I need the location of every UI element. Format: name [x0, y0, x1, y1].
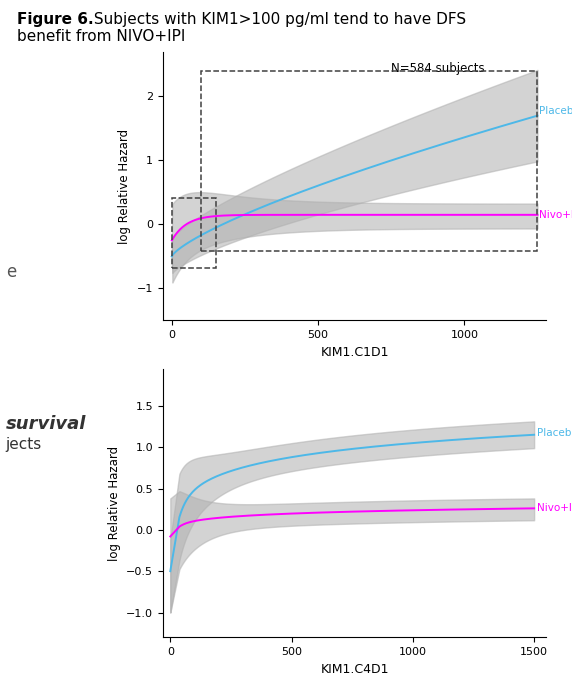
Y-axis label: log Relative Hazard: log Relative Hazard: [118, 128, 132, 244]
Text: Figure 6.: Figure 6.: [17, 12, 94, 28]
Text: Placebo: Placebo: [537, 428, 572, 438]
Text: survival: survival: [6, 415, 86, 433]
Bar: [201, 71, 538, 251]
Text: Nivo+Ip: Nivo+Ip: [539, 210, 572, 220]
X-axis label: KIM1.C4D1: KIM1.C4D1: [320, 663, 389, 676]
Text: e: e: [6, 263, 16, 281]
X-axis label: KIM1.C1D1: KIM1.C1D1: [320, 346, 389, 359]
Text: jects: jects: [6, 437, 42, 452]
Y-axis label: log Relative Hazard: log Relative Hazard: [108, 445, 121, 561]
Bar: [172, 198, 216, 268]
Text: Subjects with KIM1>100 pg/ml tend to have DFS: Subjects with KIM1>100 pg/ml tend to hav…: [89, 12, 466, 28]
Text: Nivo+Ip: Nivo+Ip: [537, 502, 572, 513]
Text: N=584 subjects: N=584 subjects: [391, 63, 484, 75]
Text: Placebo: Placebo: [539, 105, 572, 116]
Text: benefit from NIVO+IPI: benefit from NIVO+IPI: [17, 29, 185, 44]
